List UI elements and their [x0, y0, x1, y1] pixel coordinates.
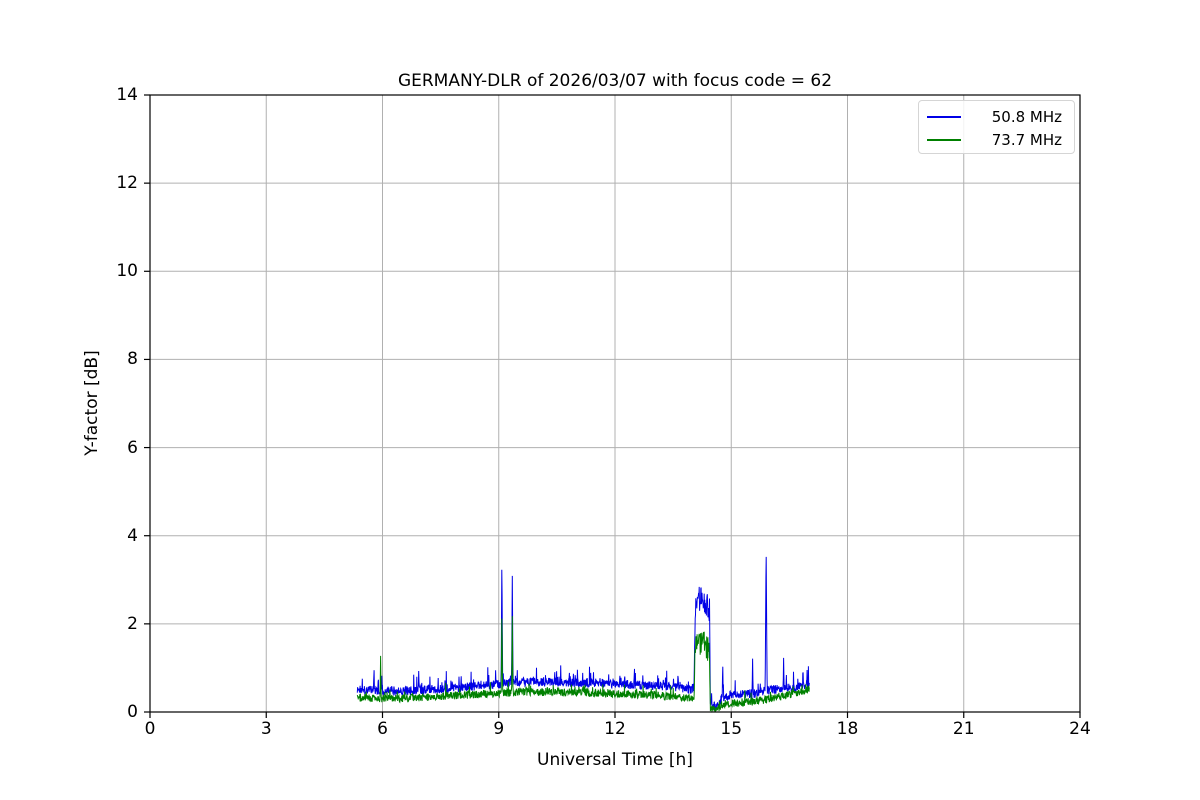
legend-label: 50.8 MHz: [991, 107, 1062, 126]
y-tick-label: 0: [127, 702, 138, 722]
y-tick-label: 4: [127, 525, 138, 546]
x-tick-label: 12: [604, 719, 626, 739]
legend-label: 73.7 MHz: [991, 130, 1062, 149]
chart-title: GERMANY-DLR of 2026/03/07 with focus cod…: [397, 71, 833, 91]
y-tick-label: 12: [116, 173, 138, 194]
x-tick-label: 18: [836, 719, 859, 739]
data-series-50.8-MHz: [356, 556, 810, 711]
legend-line-sample-green: [927, 138, 961, 141]
x-tick-label: 24: [1069, 719, 1091, 739]
legend: 50.8 MHz 73.7 MHz: [918, 100, 1075, 154]
y-tick-label: 8: [127, 349, 138, 370]
legend-entry: 73.7 MHz: [927, 128, 1066, 151]
legend-line-sample-blue: [927, 115, 961, 118]
x-tick-label: 0: [144, 719, 156, 739]
y-tick-label: 14: [116, 85, 138, 105]
y-tick-label: 6: [127, 437, 138, 458]
legend-entry: 50.8 MHz: [927, 105, 1066, 128]
x-tick-label: 21: [952, 719, 975, 739]
y-tick-label: 10: [116, 261, 138, 282]
x-tick-label: 15: [720, 719, 743, 739]
x-axis-label: Universal Time [h]: [537, 750, 693, 770]
y-tick-label: 2: [127, 613, 138, 634]
x-tick-label: 6: [377, 719, 388, 739]
x-tick-label: 9: [493, 719, 505, 739]
data-series-73.7-MHz: [356, 616, 810, 713]
x-tick-label: 3: [260, 719, 272, 739]
